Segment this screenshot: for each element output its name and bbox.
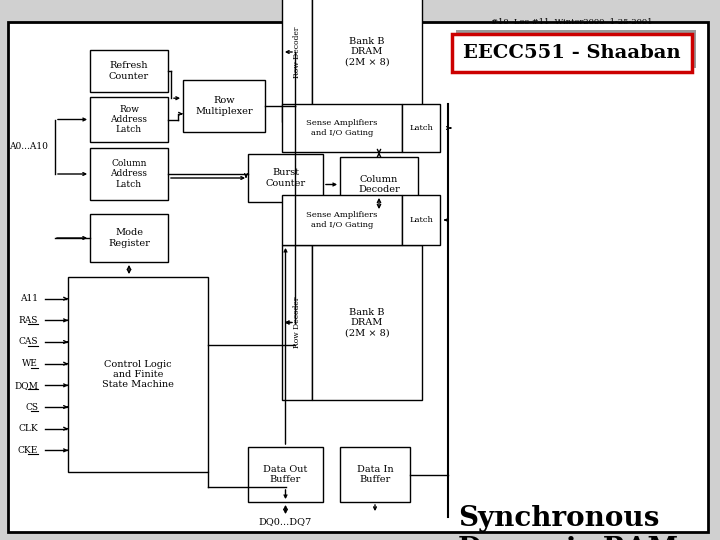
Bar: [312, 245, 422, 400]
Bar: [90, 50, 168, 92]
Text: Sense Amplifiers
and I/O Gating: Sense Amplifiers and I/O Gating: [306, 211, 378, 228]
Text: Column
Address
Latch: Column Address Latch: [110, 159, 148, 189]
Text: Refresh
Counter: Refresh Counter: [109, 62, 149, 80]
Text: A11: A11: [20, 294, 38, 303]
Text: Bank B
DRAM
(2M × 8): Bank B DRAM (2M × 8): [345, 37, 390, 67]
Bar: [312, 0, 422, 122]
Text: Latch: Latch: [409, 124, 433, 132]
Text: Row
Address
Latch: Row Address Latch: [110, 105, 148, 134]
Bar: [68, 277, 208, 472]
Bar: [90, 214, 168, 262]
Text: Row Decoder: Row Decoder: [293, 297, 301, 348]
Text: WE: WE: [22, 359, 38, 368]
Text: CAS: CAS: [19, 338, 38, 347]
Bar: [340, 157, 418, 212]
Bar: [248, 154, 323, 202]
Text: Row Decoder: Row Decoder: [293, 26, 301, 78]
Text: A0...A10: A0...A10: [9, 142, 48, 151]
Text: Row
Multiplexer: Row Multiplexer: [195, 96, 253, 116]
Text: DQ0...DQ7: DQ0...DQ7: [259, 517, 312, 526]
Text: Data Out
Buffer: Data Out Buffer: [264, 465, 307, 484]
Text: Control Logic
and Finite
State Machine: Control Logic and Finite State Machine: [102, 360, 174, 389]
Text: CS: CS: [25, 402, 38, 411]
Bar: [402, 104, 440, 152]
Text: Mode
Register: Mode Register: [108, 228, 150, 248]
Bar: [402, 195, 440, 245]
Bar: [248, 447, 323, 502]
Text: Burst
Counter: Burst Counter: [266, 168, 305, 188]
Text: #10  Lec #11  Winter2000  1-25-2001: #10 Lec #11 Winter2000 1-25-2001: [491, 18, 653, 26]
Bar: [282, 104, 402, 152]
Bar: [282, 245, 312, 400]
Bar: [452, 34, 692, 72]
Text: DQM: DQM: [14, 381, 38, 390]
Text: Data In
Buffer: Data In Buffer: [356, 465, 393, 484]
Text: EECC551 - Shaaban: EECC551 - Shaaban: [463, 44, 681, 62]
Text: RAS: RAS: [19, 316, 38, 325]
Bar: [282, 0, 312, 122]
Text: Column
Decoder: Column Decoder: [358, 175, 400, 194]
Text: Sense Amplifiers
and I/O Gating: Sense Amplifiers and I/O Gating: [306, 119, 378, 137]
Text: Latch: Latch: [409, 216, 433, 224]
Bar: [456, 30, 696, 68]
Bar: [282, 195, 402, 245]
Bar: [90, 148, 168, 200]
Bar: [183, 80, 265, 132]
Bar: [90, 97, 168, 142]
Text: Synchronous
Dynamic RAM,
SDRAM
Organization: Synchronous Dynamic RAM, SDRAM Organizat…: [458, 505, 688, 540]
Bar: [340, 447, 410, 502]
Text: CLK: CLK: [18, 424, 38, 433]
Text: Bank B
DRAM
(2M × 8): Bank B DRAM (2M × 8): [345, 308, 390, 338]
Text: CKE: CKE: [17, 446, 38, 455]
